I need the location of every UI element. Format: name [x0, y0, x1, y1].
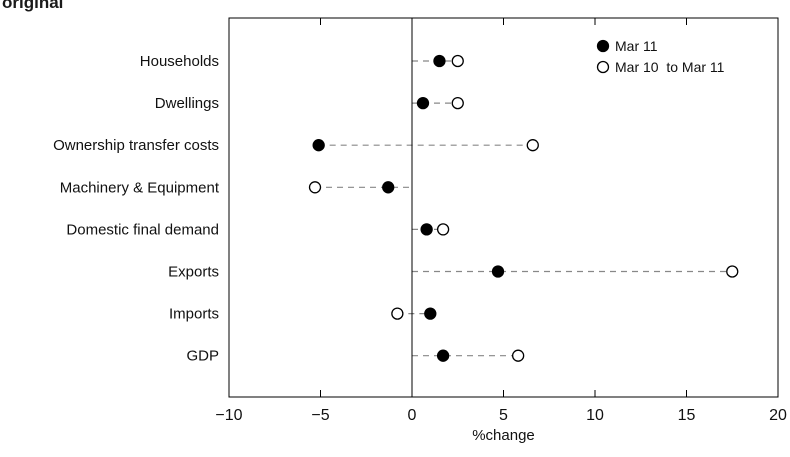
category-label: Households	[140, 53, 219, 70]
x-tick-label: 0	[408, 407, 417, 424]
legend-label-mar-10-to-mar-11: Mar 10 to Mar 11	[615, 59, 725, 75]
connector-lines	[315, 60, 733, 357]
category-label: Imports	[169, 306, 219, 323]
category-label: Exports	[168, 264, 219, 281]
category-label: Dwellings	[155, 95, 219, 112]
legend-label-mar-11: Mar 11	[615, 38, 658, 54]
category-labels: Households Dwellings Ownership transfer co…	[53, 53, 220, 365]
x-axis-title: %change	[472, 427, 535, 444]
marker-open	[436, 223, 450, 236]
marker-open	[511, 349, 525, 362]
marker-filled	[420, 223, 433, 236]
marker-filled	[436, 349, 450, 362]
marker-filled	[416, 96, 430, 110]
marker-open	[451, 54, 464, 68]
data-markers	[308, 54, 739, 362]
x-axis-ticks	[228, 18, 779, 397]
marker-open	[391, 307, 404, 320]
marker-open	[308, 181, 322, 194]
x-tick-label: −10	[215, 407, 242, 424]
category-label: Domestic final demand	[66, 221, 219, 238]
category-label: Machinery & Equipment	[60, 179, 220, 196]
marker-filled	[424, 307, 437, 320]
legend-symbol-filled	[596, 39, 610, 53]
x-tick-label: 15	[678, 407, 696, 424]
marker-filled	[312, 139, 325, 152]
x-tick-label: −5	[311, 407, 329, 424]
marker-filled	[382, 181, 395, 194]
marker-filled	[433, 54, 446, 68]
legend: Mar 11 Mar 10 to Mar 11	[596, 38, 725, 75]
corner-label: original	[2, 0, 64, 12]
legend-symbol-open	[596, 60, 610, 74]
category-label: Ownership transfer costs	[53, 137, 219, 154]
marker-open	[451, 96, 464, 110]
marker-open	[726, 265, 739, 278]
x-axis-tick-labels: −10 −5 0 5 10 15 20	[215, 407, 787, 424]
category-label: GDP	[186, 348, 219, 365]
marker-filled	[491, 265, 505, 278]
marker-open	[526, 139, 539, 152]
x-tick-label: 5	[499, 407, 508, 424]
x-tick-label: 20	[769, 407, 787, 424]
x-tick-label: 10	[586, 407, 604, 424]
